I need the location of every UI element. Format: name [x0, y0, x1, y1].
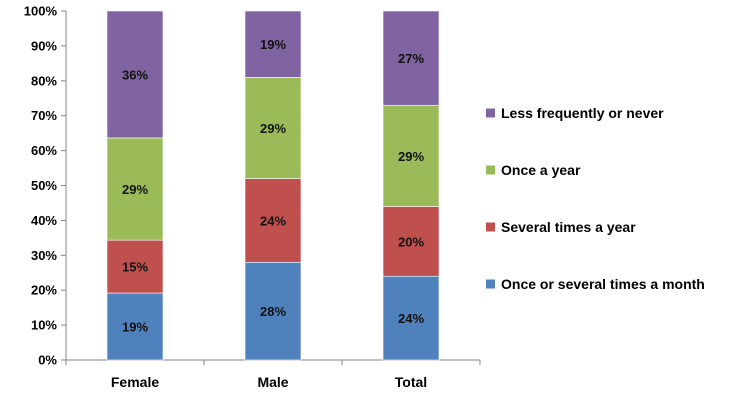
axes: 0% 10% 20% 30% 40% 50% 60% 70% 80% 90% 100% Female M…	[24, 4, 481, 390]
y-tick-label: 40%	[31, 213, 57, 228]
data-label: 29%	[122, 182, 148, 197]
data-label: 29%	[260, 121, 286, 136]
y-tick-label: 70%	[31, 108, 57, 123]
bar-segment	[106, 239, 164, 294]
data-label: 24%	[398, 311, 424, 326]
bar-segment	[382, 275, 440, 361]
y-tick-label: 80%	[31, 73, 57, 88]
legend-label: Once or several times a month	[501, 276, 705, 292]
data-label: 29%	[398, 149, 424, 164]
y-tick-label: 0%	[38, 353, 57, 368]
bar-segment	[382, 206, 440, 277]
legend-label: Less frequently or never	[501, 105, 664, 121]
y-tick-label: 100%	[24, 4, 58, 19]
data-label: 24%	[260, 213, 286, 228]
y-tick-label: 50%	[31, 178, 57, 193]
bar-segment	[106, 10, 164, 139]
data-label: 27%	[398, 51, 424, 66]
legend-swatch	[486, 222, 495, 232]
bar-segment	[382, 10, 440, 106]
data-label: 20%	[398, 234, 424, 249]
legend-swatch	[486, 108, 495, 118]
data-label: 15%	[122, 260, 148, 275]
x-tick-label: Female	[111, 374, 159, 390]
bar-segment	[244, 10, 302, 78]
data-label: 36%	[122, 67, 148, 82]
y-tick-label: 90%	[31, 38, 57, 53]
legend-swatch	[486, 165, 495, 175]
legend-label: Several times a year	[501, 219, 636, 235]
data-label: 28%	[260, 304, 286, 319]
data-label: 19%	[122, 320, 148, 335]
x-tick-label: Male	[257, 374, 288, 390]
legend-swatch	[486, 279, 495, 289]
y-tick-label: 30%	[31, 248, 57, 263]
bar-segment	[106, 137, 164, 241]
bar-segment	[244, 261, 302, 361]
x-tick-label: Total	[395, 374, 427, 390]
bars	[106, 10, 440, 361]
data-labels: 19% 15% 29% 36% 28% 24% 29% 19% 24% 20% 29% 27%	[122, 37, 424, 334]
data-label: 19%	[260, 37, 286, 52]
legend: Less frequently or never Once a year Sever…	[486, 105, 705, 292]
y-tick-label: 10%	[31, 318, 57, 333]
legend-label: Once a year	[501, 162, 581, 178]
bar-segment	[244, 178, 302, 263]
bar-segment	[106, 292, 164, 361]
y-tick-label: 20%	[31, 283, 57, 298]
y-tick-label: 60%	[31, 143, 57, 158]
